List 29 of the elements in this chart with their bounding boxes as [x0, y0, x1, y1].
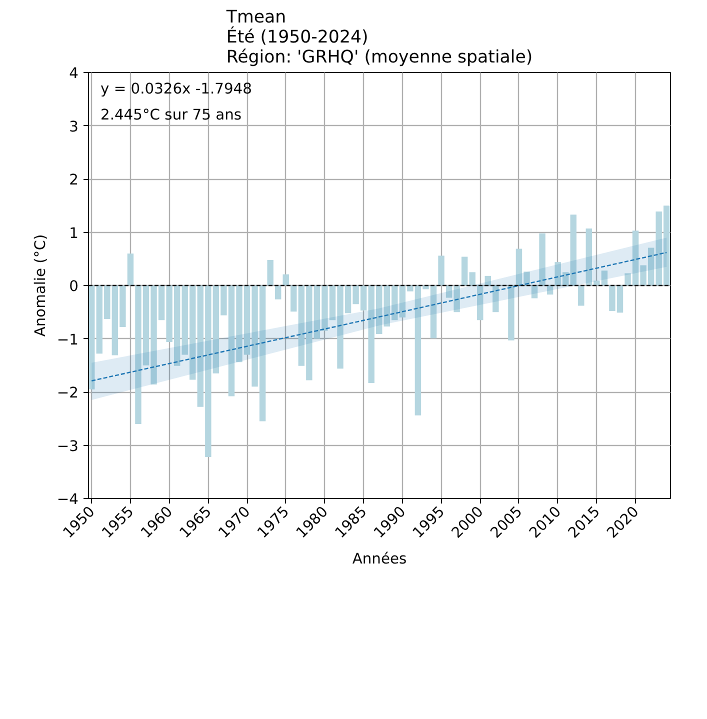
chart-title: Tmean Été (1950-2024) Région: 'GRHQ' (moyenne spatiale): [225, 8, 533, 68]
bar: [539, 233, 546, 286]
y-tick-label: −1: [56, 331, 79, 348]
bar: [127, 254, 134, 286]
bar: [508, 286, 514, 340]
bar: [578, 286, 584, 306]
y-tick-label: −2: [56, 384, 79, 402]
bar: [267, 260, 274, 286]
y-tick-label: −3: [56, 438, 79, 455]
annotation: 2.445°C sur 75 ans: [100, 106, 242, 124]
bar: [570, 214, 576, 286]
bar: [477, 286, 484, 320]
y-tick-label: 1: [69, 224, 79, 242]
y-axis-title: Anomalie (°C): [32, 234, 49, 337]
y-tick-label: 3: [69, 118, 79, 136]
bar: [282, 274, 289, 286]
x-axis-title: Années: [352, 550, 407, 568]
bar: [492, 286, 499, 312]
y-tick-label: 4: [69, 65, 79, 82]
bar: [531, 286, 538, 298]
bar: [290, 286, 297, 312]
bar: [546, 286, 554, 295]
bar: [274, 286, 282, 300]
y-tick-label: 2: [69, 172, 79, 188]
annotation: y = 0.0326x -1.7948: [100, 80, 252, 98]
bar: [484, 276, 492, 286]
y-tick-label: −4: [56, 491, 79, 508]
bar: [438, 256, 444, 286]
y-tick-label: 0: [69, 278, 79, 295]
